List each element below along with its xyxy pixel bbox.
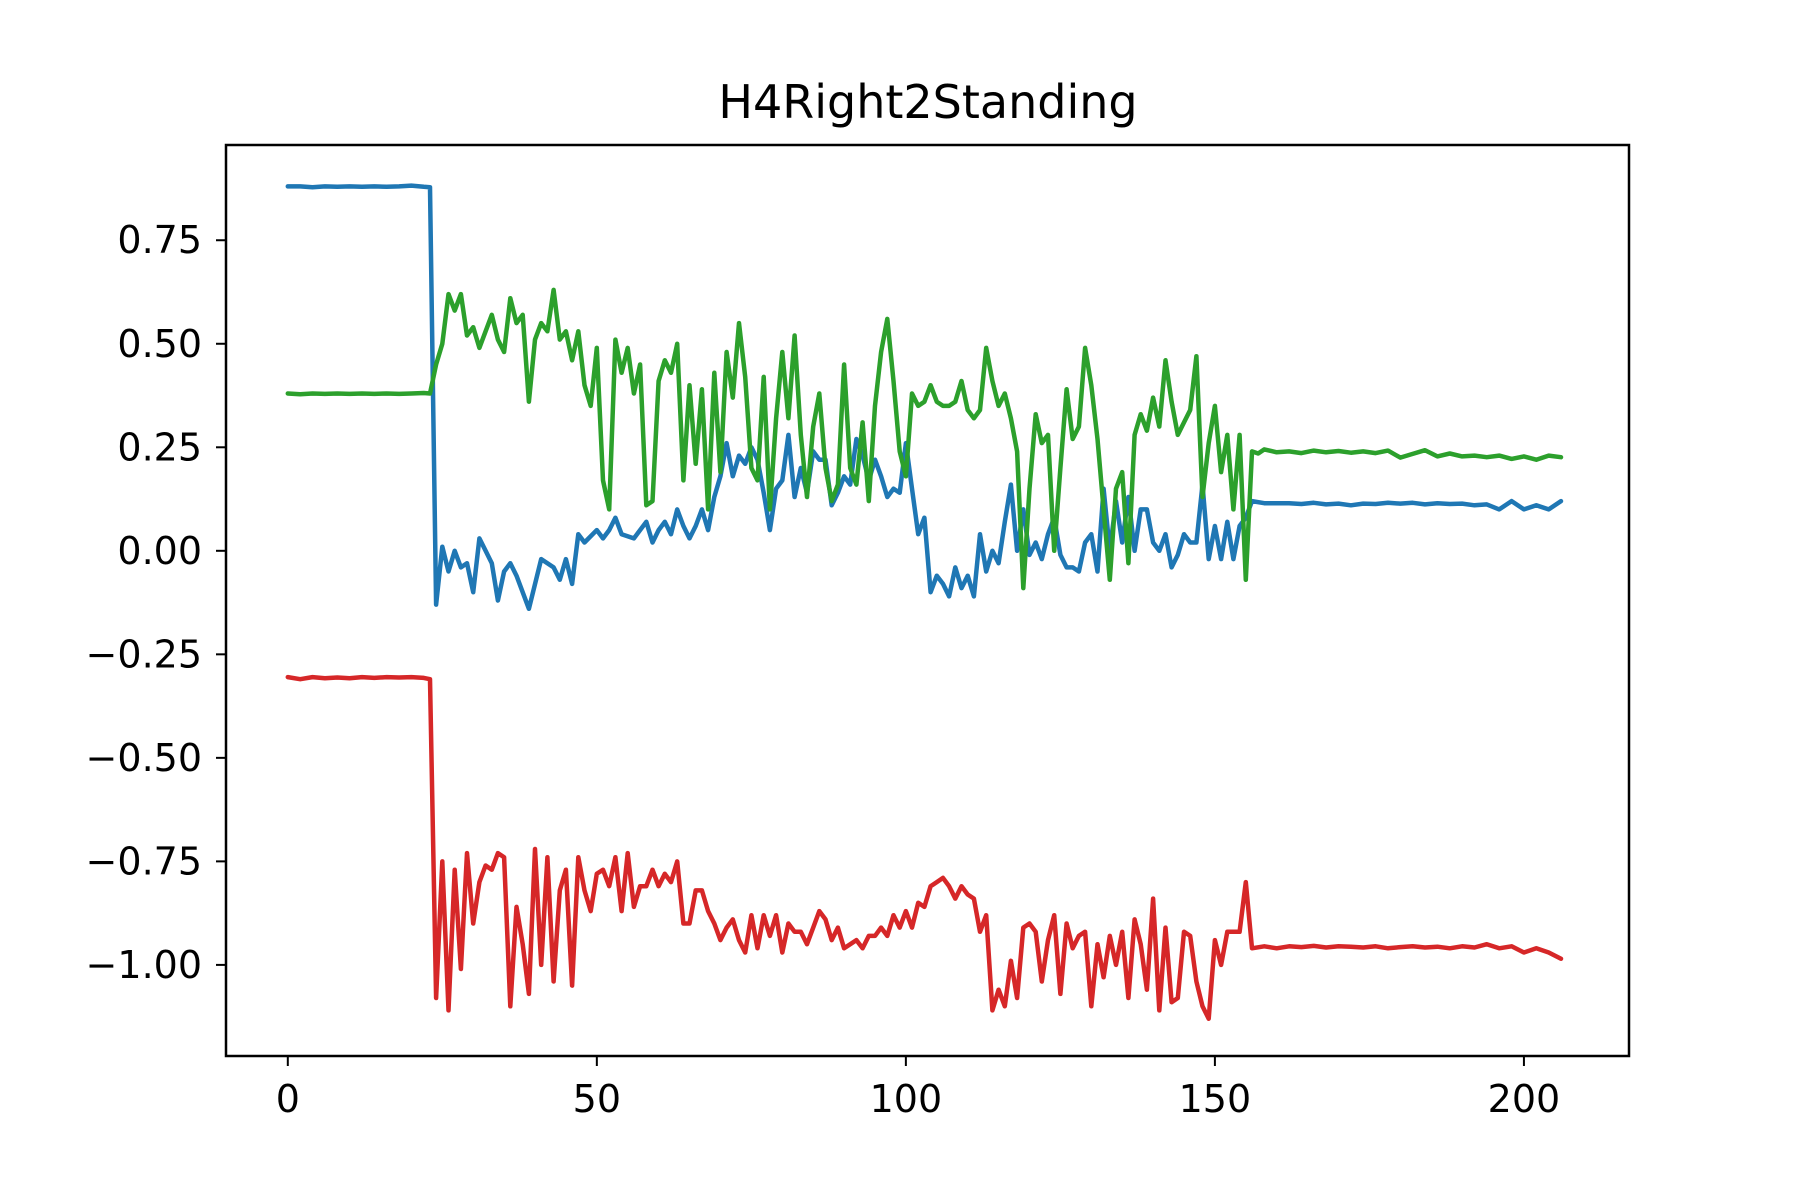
chart-title: H4Right2Standing xyxy=(718,75,1137,129)
x-tick-label: 0 xyxy=(276,1077,300,1121)
x-tick-label: 200 xyxy=(1488,1077,1561,1121)
y-tick-label: 0.75 xyxy=(117,218,202,262)
series-line-3 xyxy=(285,674,1564,1021)
series-layer xyxy=(285,183,1564,1021)
y-tick-label: −0.25 xyxy=(86,632,202,676)
y-axis: 0.75 0.50 0.25 0.00 −0.25 −0.50 −0.75 −1.00 xyxy=(86,218,226,987)
x-tick-label: 100 xyxy=(870,1077,943,1121)
y-tick-label: −1.00 xyxy=(86,943,202,987)
y-tick-label: 0.25 xyxy=(117,425,202,469)
series-line-2 xyxy=(285,287,1564,591)
y-tick-label: −0.50 xyxy=(86,736,202,780)
y-tick-label: 0.00 xyxy=(117,529,202,573)
y-tick-label: 0.50 xyxy=(117,322,202,366)
x-axis: 0 50 100 150 200 xyxy=(276,1056,1560,1121)
x-tick-label: 150 xyxy=(1179,1077,1252,1121)
x-tick-label: 50 xyxy=(573,1077,621,1121)
plot-area-frame xyxy=(224,143,1631,1058)
y-tick-label: −0.75 xyxy=(86,839,202,883)
